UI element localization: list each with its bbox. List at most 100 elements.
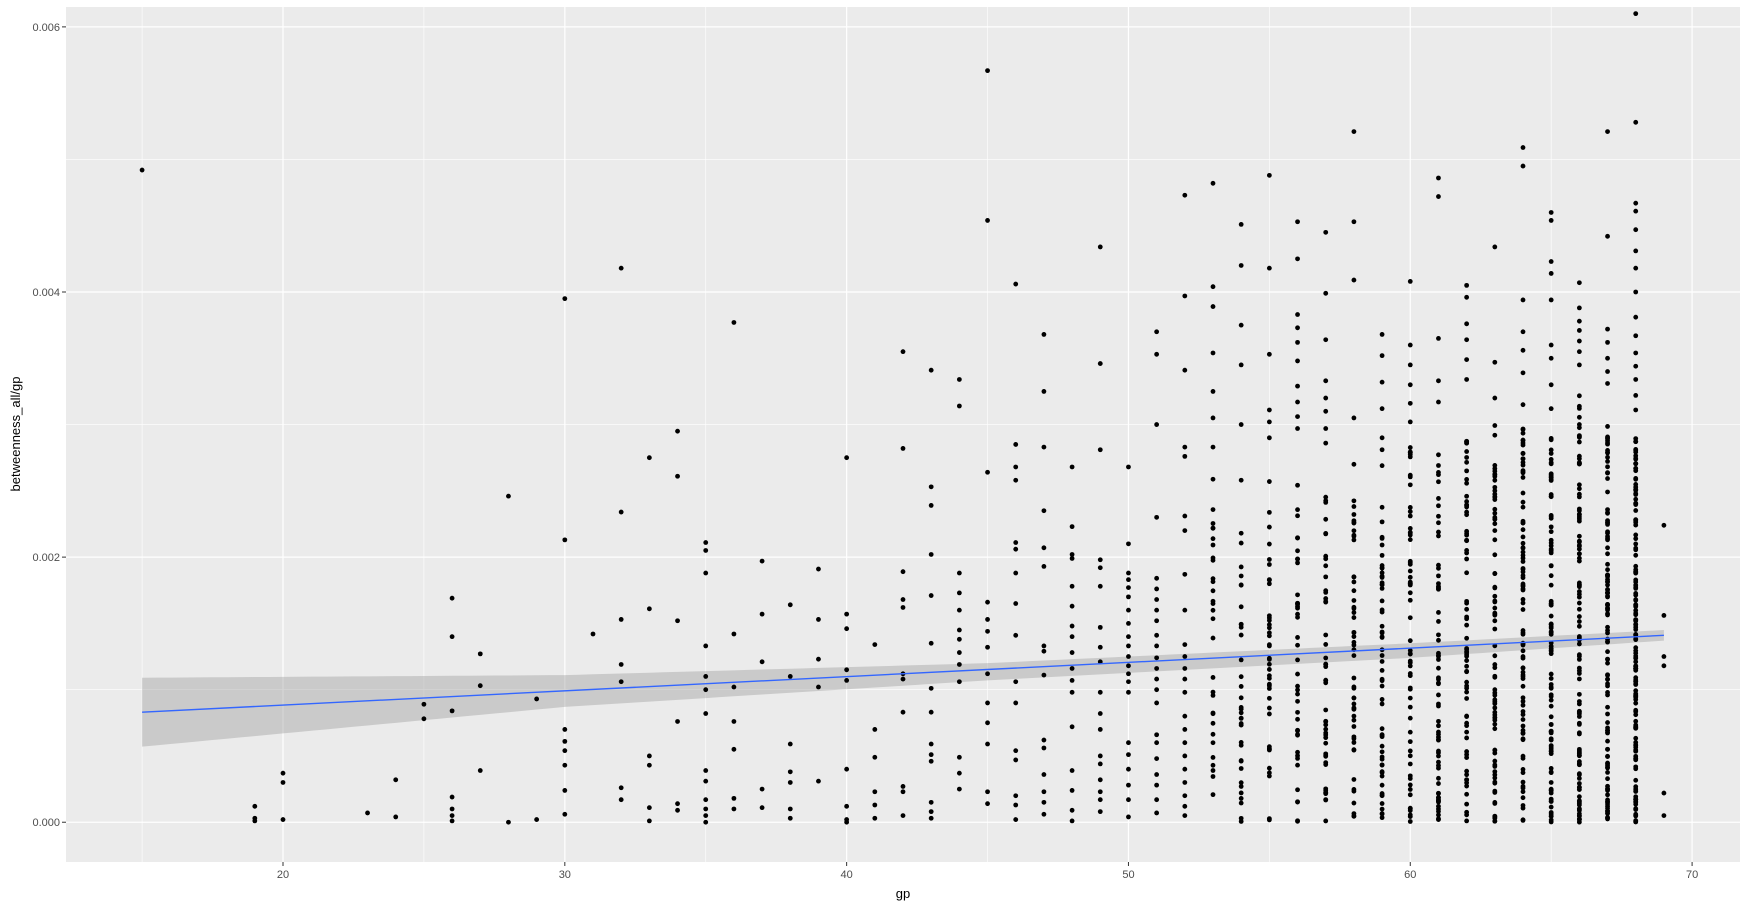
data-point	[1351, 653, 1357, 658]
data-point	[1605, 630, 1610, 636]
data-point	[1548, 602, 1554, 608]
data-point	[1633, 718, 1639, 724]
data-point	[731, 795, 737, 801]
data-point	[1351, 533, 1357, 539]
data-point	[1576, 594, 1582, 600]
data-point	[1520, 712, 1526, 717]
data-point	[646, 455, 652, 461]
data-point	[1407, 673, 1413, 679]
data-point	[928, 685, 934, 691]
data-point	[280, 817, 286, 822]
data-point	[1605, 510, 1610, 516]
data-point	[1605, 450, 1610, 455]
data-point	[1407, 342, 1413, 348]
data-point	[1520, 549, 1526, 555]
data-point	[1323, 735, 1329, 741]
data-point	[1633, 582, 1639, 588]
data-point	[1069, 583, 1075, 589]
data-point	[1605, 727, 1610, 733]
data-point	[477, 768, 483, 773]
data-point	[872, 754, 878, 760]
data-point	[1520, 789, 1526, 795]
data-point	[1464, 321, 1470, 327]
data-point	[1436, 619, 1441, 624]
data-point	[900, 789, 906, 795]
data-point	[675, 807, 680, 813]
data-point	[1492, 468, 1498, 474]
data-point	[1464, 696, 1470, 701]
data-point	[956, 650, 962, 655]
data-point	[1548, 406, 1554, 412]
data-point	[646, 762, 652, 768]
data-point	[1464, 777, 1470, 783]
data-point	[1436, 573, 1441, 579]
data-point	[1266, 577, 1272, 583]
data-point	[1633, 807, 1639, 812]
data-point	[1548, 471, 1554, 477]
data-point	[1295, 635, 1300, 640]
data-point	[1210, 601, 1216, 607]
data-point	[1464, 683, 1470, 689]
data-point	[1407, 513, 1413, 519]
data-point	[1548, 676, 1554, 681]
data-point	[872, 815, 878, 821]
data-point	[1238, 221, 1244, 227]
data-point	[1407, 776, 1413, 781]
data-point	[1464, 459, 1470, 465]
data-point	[1605, 355, 1610, 361]
data-point	[1436, 734, 1441, 740]
x-axis: 20 30 40 50 60 70	[277, 862, 1698, 881]
data-point	[1238, 715, 1244, 721]
data-point	[1379, 815, 1385, 821]
data-point	[1238, 540, 1244, 546]
data-point	[1492, 747, 1498, 753]
data-point	[1154, 586, 1160, 592]
data-point	[1182, 813, 1188, 819]
data-point	[956, 377, 962, 382]
data-point	[1238, 582, 1244, 588]
data-point	[1633, 461, 1639, 467]
data-point	[1069, 556, 1075, 561]
data-point	[928, 709, 934, 715]
data-point	[1492, 653, 1498, 659]
data-point	[1633, 314, 1639, 320]
data-point	[1295, 312, 1300, 317]
data-point	[1407, 474, 1413, 480]
data-point	[1464, 480, 1470, 486]
data-point	[1210, 792, 1216, 798]
data-point	[928, 367, 934, 373]
data-point	[872, 642, 878, 648]
data-point	[1492, 726, 1498, 732]
data-point	[1605, 381, 1610, 386]
data-point	[1548, 598, 1554, 604]
data-point	[1436, 775, 1441, 781]
data-point	[1633, 585, 1639, 591]
data-point	[1266, 667, 1272, 672]
data-point	[675, 428, 680, 434]
data-point	[956, 590, 962, 596]
data-point	[1351, 675, 1357, 681]
data-point	[1576, 305, 1582, 311]
data-point	[1041, 799, 1047, 805]
data-point	[1576, 813, 1582, 819]
data-point	[844, 766, 850, 772]
data-point	[646, 805, 652, 811]
data-point	[956, 662, 962, 667]
data-point	[1295, 414, 1300, 420]
data-point	[1379, 653, 1385, 658]
data-point	[1041, 672, 1047, 678]
data-point	[1013, 570, 1019, 576]
data-point	[1126, 654, 1131, 659]
data-point	[1210, 557, 1216, 563]
data-point	[1266, 746, 1272, 752]
data-point	[1379, 754, 1385, 760]
data-point	[1097, 797, 1103, 803]
data-point	[1633, 618, 1639, 624]
data-point	[1633, 636, 1639, 642]
data-point	[1323, 378, 1329, 384]
data-point	[1041, 332, 1047, 337]
data-point	[618, 662, 624, 667]
data-point	[1097, 583, 1103, 589]
data-point	[1520, 468, 1526, 473]
data-point	[1295, 560, 1300, 566]
